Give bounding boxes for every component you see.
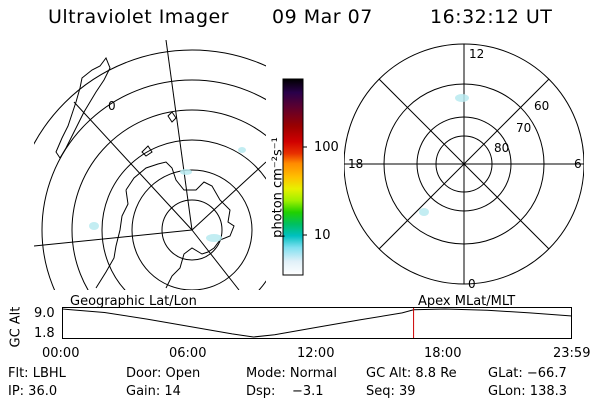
polar-label-12: 12 [469, 47, 484, 61]
ip-info: IP: 36.0 [8, 384, 58, 399]
lat-circle [161, 199, 223, 261]
timeline-x-tick: 12:00 [297, 346, 335, 361]
timeline-x-tick: 23:59 [553, 346, 591, 361]
timeline-x-tick: 18:00 [424, 346, 462, 361]
aurora-patch [206, 234, 222, 242]
geographic-map: 0 [34, 40, 266, 290]
time-label: 16:32:12 UT [430, 6, 553, 28]
polar-label-18: 18 [348, 157, 363, 171]
lat-circle [71, 109, 266, 290]
timeline-right-title: Apex MLat/MLT [418, 294, 516, 309]
meridian [73, 101, 193, 231]
date-label: 09 Mar 07 [272, 6, 373, 28]
dsp-info: Dsp: −3.1 [246, 384, 324, 399]
aurora-patch [89, 222, 99, 230]
colorbar-unit-label: photon cm⁻²s⁻¹ [270, 137, 286, 238]
seq-info: Seq: 39 [366, 384, 416, 399]
gc-alt-line [62, 308, 573, 338]
colorbar [282, 78, 307, 276]
mode-info: Mode: Normal [246, 366, 337, 381]
colorbar-tick-label: 10 [314, 228, 331, 243]
gc-alt-info: GC Alt: 8.8 Re [366, 366, 457, 381]
antarctica-coastline [95, 161, 235, 289]
lat-circle [34, 49, 266, 145]
timeline-y-tick: 1.8 [34, 326, 55, 341]
timeline-x-tick: 00:00 [42, 346, 80, 361]
polar-label-70: 70 [516, 121, 531, 135]
polar-label-80: 80 [494, 141, 509, 155]
polar-label-0: 0 [468, 277, 476, 290]
map-label: 0 [108, 99, 116, 113]
polar-axis [378, 78, 550, 250]
aurora-patch [455, 94, 469, 102]
timeline-x-tick: 06:00 [169, 346, 207, 361]
colorbar-tick-label: 100 [314, 140, 339, 155]
app-title: Ultraviolet Imager [48, 6, 230, 28]
meridian [165, 40, 193, 231]
flt-info: Flt: LBHL [8, 366, 66, 381]
colorbar-fill [282, 78, 304, 276]
new-zealand-coastline [55, 56, 111, 159]
island-coastline [167, 111, 177, 123]
timeline-y-tick: 9.0 [34, 306, 55, 321]
polar-label-6: 6 [574, 157, 582, 171]
timeline-y-axis-label: GC Alt [8, 306, 24, 348]
timeline-frame [62, 307, 572, 339]
door-info: Door: Open [126, 366, 201, 381]
aurora-patch [419, 208, 429, 216]
glat-info: GLat: −66.7 [488, 366, 567, 381]
meridian [191, 229, 240, 290]
glon-info: GLon: 138.3 [488, 384, 568, 399]
timeline-chart [62, 307, 573, 339]
polar-plot: 12 0 18 6 60 70 80 [344, 43, 584, 290]
timeline-left-title: Geographic Lat/Lon [70, 294, 197, 309]
polar-label-60: 60 [534, 99, 549, 113]
lat-circle [131, 169, 253, 290]
island-coastline [141, 145, 153, 157]
gain-info: Gain: 14 [126, 384, 181, 399]
aurora-patch [238, 147, 246, 153]
lat-circle [101, 139, 266, 290]
meridian [34, 229, 193, 247]
lat-circle [41, 79, 266, 290]
meridian [191, 161, 266, 231]
aurora-patch [180, 169, 192, 175]
